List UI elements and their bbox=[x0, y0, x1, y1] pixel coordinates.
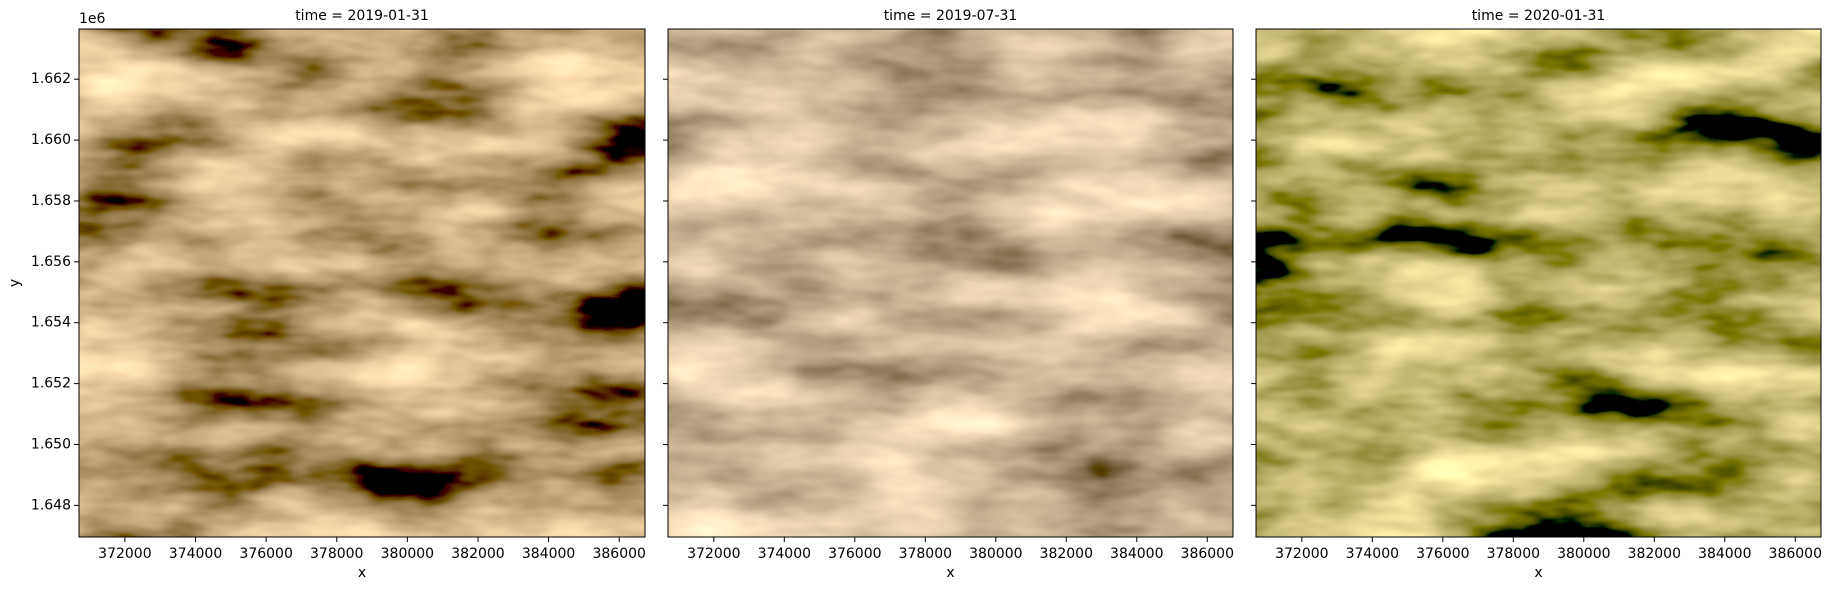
x-tick-label: 374000 bbox=[1346, 546, 1399, 562]
x-tick-label: 378000 bbox=[1487, 546, 1540, 562]
panel-title: time = 2019-01-31 bbox=[295, 8, 429, 24]
x-axis-label: x bbox=[358, 565, 366, 581]
y-axis-label: y bbox=[7, 279, 23, 287]
x-tick-label: 384000 bbox=[1698, 546, 1751, 562]
x-axis-label: x bbox=[946, 565, 954, 581]
y-tick-label: 1.658 bbox=[31, 193, 71, 209]
x-tick-label: 382000 bbox=[451, 546, 504, 562]
x-tick-label: 386000 bbox=[1181, 546, 1234, 562]
x-tick-label: 380000 bbox=[381, 546, 434, 562]
x-tick-label: 376000 bbox=[239, 546, 292, 562]
x-tick-label: 378000 bbox=[899, 546, 952, 562]
x-tick-label: 376000 bbox=[1416, 546, 1469, 562]
x-tick-label: 372000 bbox=[98, 546, 151, 562]
axes-frame bbox=[78, 28, 646, 538]
y-tick-label: 1.648 bbox=[31, 497, 71, 513]
y-tick-label: 1.654 bbox=[31, 315, 71, 331]
x-tick-label: 374000 bbox=[758, 546, 811, 562]
x-tick-label: 382000 bbox=[1040, 546, 1093, 562]
satellite-image bbox=[1256, 29, 1821, 537]
x-tick-label: 378000 bbox=[310, 546, 363, 562]
x-tick-label: 384000 bbox=[1110, 546, 1163, 562]
x-tick-label: 372000 bbox=[687, 546, 740, 562]
satellite-image bbox=[668, 29, 1233, 537]
x-tick-label: 386000 bbox=[592, 546, 645, 562]
x-tick-label: 382000 bbox=[1628, 546, 1681, 562]
x-tick-label: 376000 bbox=[828, 546, 881, 562]
axes-frame bbox=[667, 28, 1234, 538]
x-tick-label: 386000 bbox=[1769, 546, 1822, 562]
y-tick-label: 1.662 bbox=[31, 71, 71, 87]
satellite-image bbox=[79, 29, 645, 537]
x-tick-label: 380000 bbox=[969, 546, 1022, 562]
axes-frame bbox=[1255, 28, 1822, 538]
x-axis-label: x bbox=[1534, 565, 1542, 581]
y-tick-label: 1.652 bbox=[31, 376, 71, 392]
panel-title: time = 2019-07-31 bbox=[884, 8, 1018, 24]
x-tick-label: 380000 bbox=[1557, 546, 1610, 562]
x-tick-label: 372000 bbox=[1275, 546, 1328, 562]
x-tick-label: 384000 bbox=[522, 546, 575, 562]
x-tick-label: 374000 bbox=[169, 546, 222, 562]
y-tick-label: 1.656 bbox=[31, 254, 71, 270]
panel-title: time = 2020-01-31 bbox=[1472, 8, 1606, 24]
y-offset-label: 1e6 bbox=[79, 11, 106, 27]
y-tick-label: 1.660 bbox=[31, 132, 71, 148]
y-tick-label: 1.650 bbox=[31, 436, 71, 452]
